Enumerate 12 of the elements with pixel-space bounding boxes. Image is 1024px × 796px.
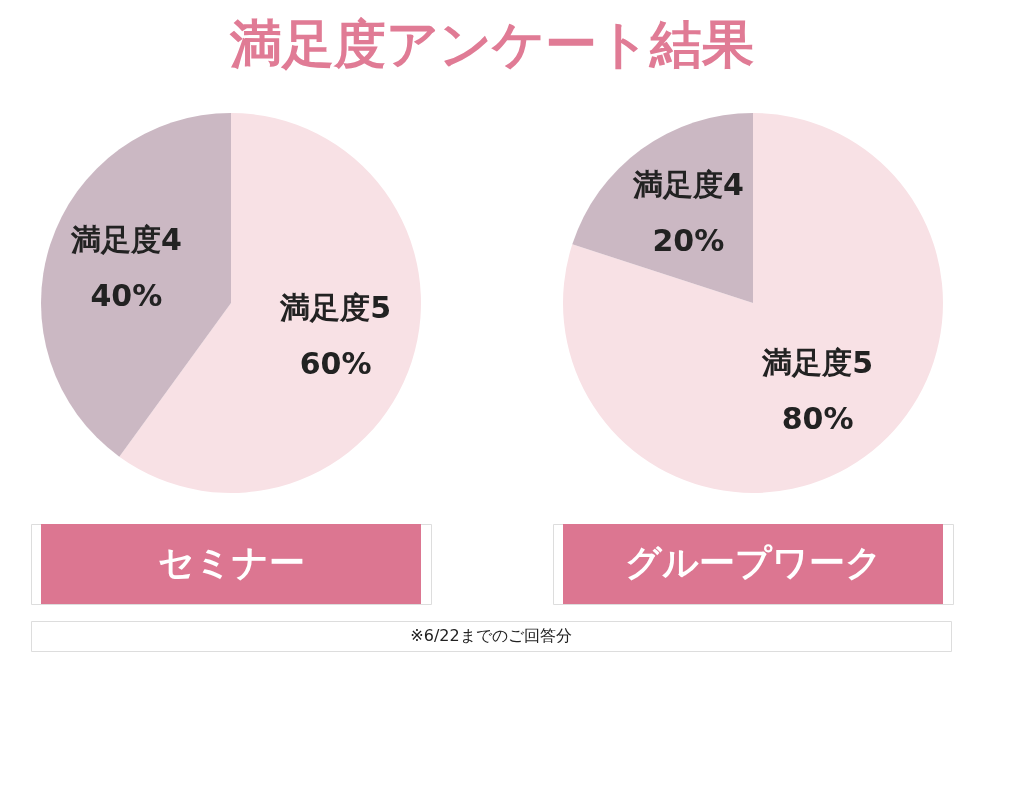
slice-label: 満足度4	[631, 167, 744, 203]
slice-label: 満足度4	[69, 222, 182, 258]
data-label: 40%	[90, 278, 163, 314]
data-label: 20%	[652, 223, 725, 259]
text: 満足度アンケート結果	[229, 14, 754, 74]
data-label: 80%	[781, 400, 854, 436]
slice-label: 満足度5	[279, 289, 392, 325]
data-label: 60%	[299, 345, 372, 381]
text: ※6/22までのご回答分	[410, 626, 572, 645]
text: セミナー	[157, 542, 305, 583]
text: グループワーク	[624, 542, 882, 583]
slice-label: 満足度5	[761, 344, 874, 380]
